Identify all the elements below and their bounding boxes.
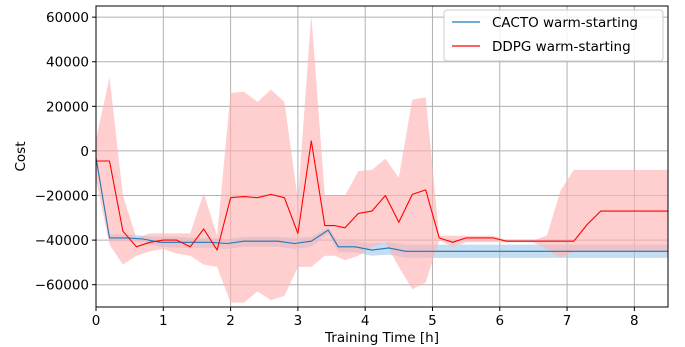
legend-label-ddpg: DDPG warm-starting bbox=[492, 39, 631, 55]
x-tick-label: 2 bbox=[226, 313, 235, 329]
y-tick-label: 60000 bbox=[46, 10, 89, 26]
x-tick-label: 8 bbox=[630, 313, 639, 329]
legend-box bbox=[443, 9, 664, 62]
series-line bbox=[96, 140, 668, 251]
x-tick-label: 1 bbox=[159, 313, 168, 329]
y-tick-label: 20000 bbox=[46, 99, 89, 115]
series-lines bbox=[95, 140, 668, 252]
series-band bbox=[96, 14, 668, 303]
x-tick-label: 3 bbox=[294, 313, 303, 329]
x-tick-label: 0 bbox=[92, 313, 101, 329]
y-axis-label: Cost bbox=[13, 141, 29, 171]
y-tick-label: −40000 bbox=[35, 233, 89, 249]
y-tick-label: 0 bbox=[80, 144, 89, 160]
confidence-bands bbox=[96, 14, 668, 303]
x-tick-label: 5 bbox=[428, 313, 437, 329]
x-tick-label: 6 bbox=[495, 313, 504, 329]
series-line bbox=[95, 157, 668, 252]
y-tick-label: 40000 bbox=[46, 55, 89, 71]
x-tick-label: 7 bbox=[563, 313, 572, 329]
x-axis-label: Training Time [h] bbox=[324, 330, 439, 346]
x-tick-label: 4 bbox=[361, 313, 370, 329]
y-tick-label: −20000 bbox=[35, 189, 89, 205]
y-tick-label: −60000 bbox=[35, 278, 89, 294]
legend-label-cacto: CACTO warm-starting bbox=[492, 15, 638, 31]
legend: CACTO warm-starting DDPG warm-starting bbox=[443, 9, 664, 62]
axis-ticks: 0 1 2 3 4 5 6 7 8 −60000 −40000 −20000 0 20000 40000 60… bbox=[35, 10, 639, 329]
plot-frame bbox=[95, 5, 669, 308]
